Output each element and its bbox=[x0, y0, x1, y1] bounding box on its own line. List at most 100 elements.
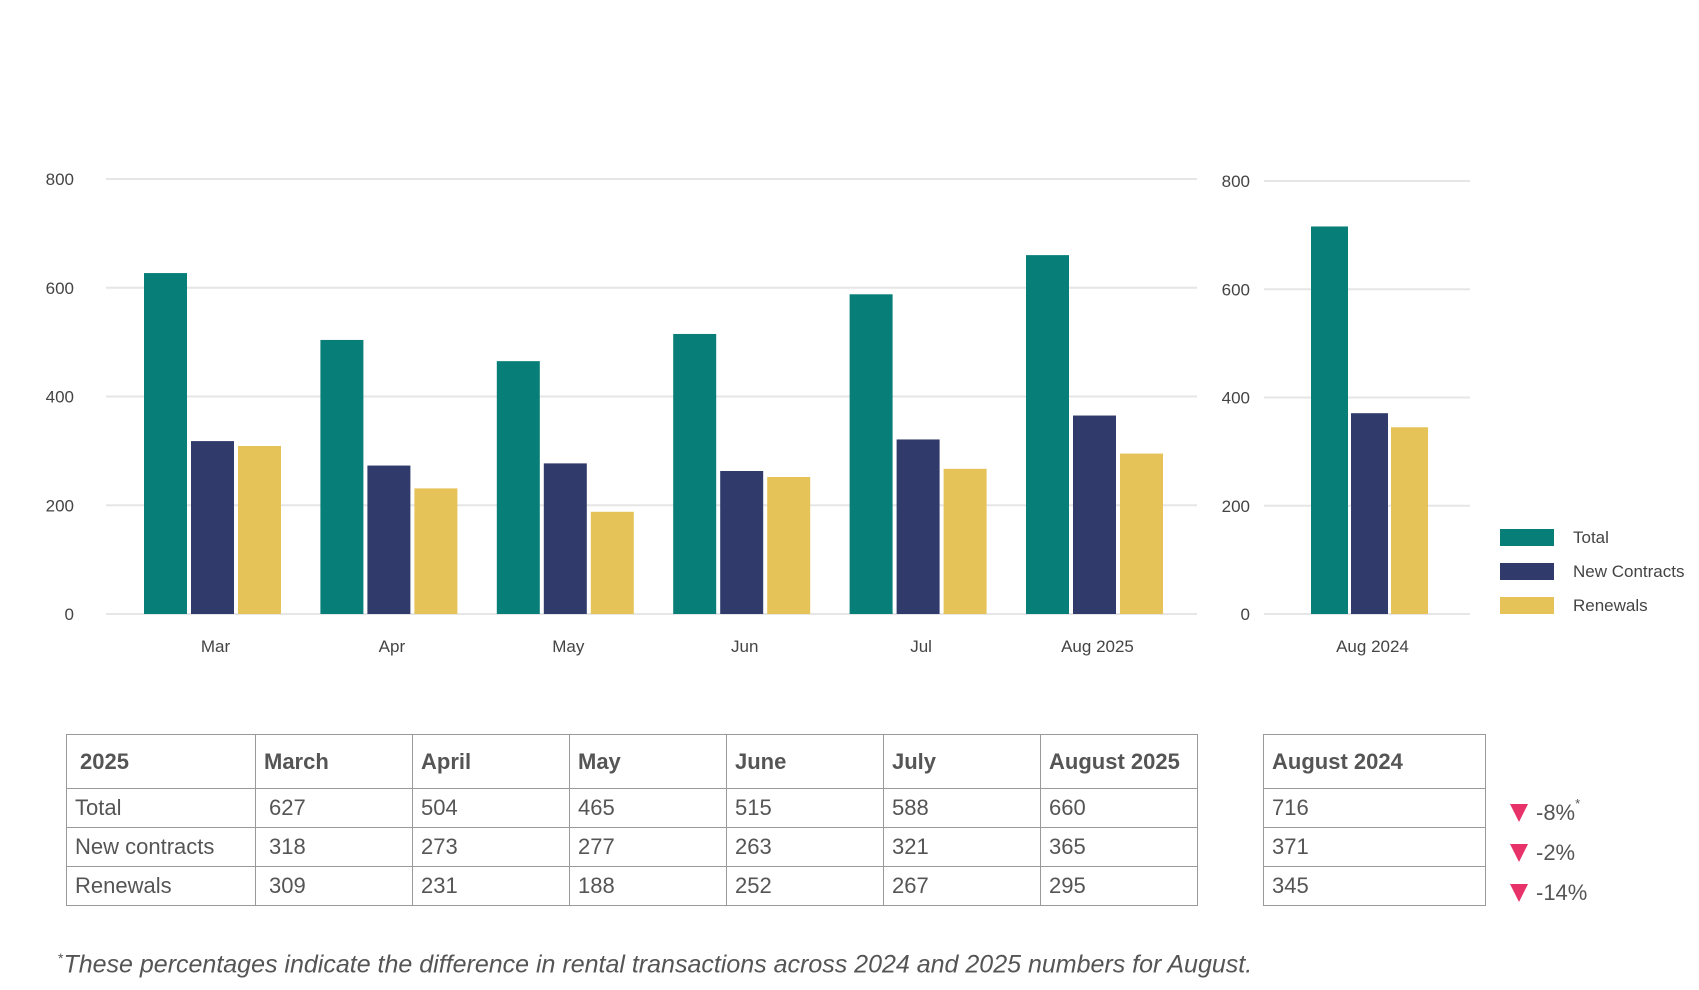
bar bbox=[238, 445, 281, 614]
table-cell: 716 bbox=[1263, 788, 1486, 828]
y-tick-label: 400 bbox=[46, 388, 74, 407]
table-row: Total 627 504 465 515 588 660 bbox=[66, 788, 1198, 828]
legend-swatch bbox=[1500, 563, 1554, 580]
table-cell: 252 bbox=[726, 866, 884, 906]
table-cell: 295 bbox=[1040, 866, 1198, 906]
bar bbox=[767, 476, 811, 614]
table-header-cell: July bbox=[883, 734, 1041, 789]
x-tick-label: Jul bbox=[910, 637, 932, 656]
x-tick-label: May bbox=[552, 637, 585, 656]
change-value: -14% bbox=[1536, 880, 1588, 905]
legend: Total New Contracts Renewals bbox=[1500, 528, 1684, 615]
table-row: 371 bbox=[1263, 827, 1486, 867]
table-cell: 188 bbox=[569, 866, 727, 906]
bar bbox=[1391, 427, 1428, 614]
table-cell: 309 bbox=[255, 866, 413, 906]
table-header-cell: March bbox=[255, 734, 413, 789]
change-item: -2% bbox=[1510, 833, 1587, 873]
x-tick-label: Aug 2025 bbox=[1061, 637, 1134, 656]
table-header-cell: 2025 bbox=[66, 734, 256, 789]
bar bbox=[367, 465, 411, 614]
y-tick-label: 600 bbox=[1222, 280, 1250, 299]
bar bbox=[1351, 413, 1388, 614]
row-label: Renewals bbox=[66, 866, 256, 906]
table-header-cell: April bbox=[412, 734, 570, 789]
table-cell: 365 bbox=[1040, 827, 1198, 867]
table-cell: 515 bbox=[726, 788, 884, 828]
august-2024-table: August 2024 716 371 345 bbox=[1263, 734, 1486, 906]
change-item: -14% bbox=[1510, 873, 1587, 913]
y-tick-label: 0 bbox=[65, 605, 74, 624]
bar bbox=[496, 361, 540, 614]
table-header-row: 2025 March April May June July August 20… bbox=[66, 734, 1198, 789]
y-tick-label: 200 bbox=[46, 496, 74, 515]
legend-label: Total bbox=[1573, 528, 1609, 547]
legend-label: Renewals bbox=[1573, 596, 1648, 615]
bar-charts: 0 200 400 600 800 0 200 400 600 800 Mar Apr May Jun J… bbox=[46, 170, 1685, 656]
bar bbox=[543, 463, 587, 614]
table-row: Renewals 309 231 188 252 267 295 bbox=[66, 866, 1198, 906]
legend-swatch bbox=[1500, 529, 1554, 546]
monthly-data-table: 2025 March April May June July August 20… bbox=[66, 734, 1198, 906]
bar bbox=[144, 273, 187, 614]
table-row: 345 bbox=[1263, 866, 1486, 906]
table-cell: 465 bbox=[569, 788, 727, 828]
change-item: -8% * bbox=[1510, 793, 1587, 833]
down-triangle-icon bbox=[1510, 804, 1528, 822]
y-tick-label: 400 bbox=[1222, 389, 1250, 408]
table-cell: 588 bbox=[883, 788, 1041, 828]
year-over-year-changes: -8% * -2% -14% bbox=[1510, 793, 1587, 913]
y-tick-label: 800 bbox=[46, 170, 74, 189]
bar bbox=[1073, 415, 1116, 614]
y-tick-label: 600 bbox=[46, 279, 74, 298]
table-cell: 504 bbox=[412, 788, 570, 828]
bar bbox=[320, 339, 364, 614]
legend-swatch bbox=[1500, 597, 1554, 614]
table-header-cell: May bbox=[569, 734, 727, 789]
y-tick-label: 200 bbox=[1222, 497, 1250, 516]
x-tick-label: Aug 2024 bbox=[1336, 637, 1409, 656]
table-header-cell: June bbox=[726, 734, 884, 789]
footnote: *These percentages indicate the differen… bbox=[58, 950, 1252, 979]
table-cell: 277 bbox=[569, 827, 727, 867]
down-triangle-icon bbox=[1510, 884, 1528, 902]
bars bbox=[144, 226, 1428, 614]
change-value: -2% bbox=[1536, 840, 1576, 865]
table-header-cell: August 2025 bbox=[1040, 734, 1198, 789]
table-cell: 660 bbox=[1040, 788, 1198, 828]
table-cell: 371 bbox=[1263, 827, 1486, 867]
bar bbox=[191, 441, 234, 614]
x-tick-label: Mar bbox=[201, 637, 231, 656]
bar bbox=[1311, 226, 1348, 614]
footnote-marker: * bbox=[58, 950, 64, 966]
y-tick-label: 800 bbox=[1222, 172, 1250, 191]
y-tick-labels: 0 200 400 600 800 0 200 400 600 800 bbox=[46, 170, 1250, 624]
bar bbox=[849, 294, 893, 614]
bar bbox=[720, 470, 764, 614]
bar bbox=[414, 488, 458, 614]
change-footnote-marker: * bbox=[1575, 795, 1581, 811]
table-header-row: August 2024 bbox=[1263, 734, 1486, 789]
table-cell: 267 bbox=[883, 866, 1041, 906]
x-tick-label: Apr bbox=[379, 637, 406, 656]
table-cell: 321 bbox=[883, 827, 1041, 867]
table-row: New contracts 318 273 277 263 321 365 bbox=[66, 827, 1198, 867]
legend-label: New Contracts bbox=[1573, 562, 1684, 581]
bar bbox=[896, 439, 940, 614]
table-cell: 263 bbox=[726, 827, 884, 867]
y-tick-label: 0 bbox=[1241, 605, 1250, 624]
table-row: 716 bbox=[1263, 788, 1486, 828]
bar bbox=[590, 511, 634, 614]
down-triangle-icon bbox=[1510, 844, 1528, 862]
table-header-cell: August 2024 bbox=[1263, 734, 1486, 789]
footnote-text: These percentages indicate the differenc… bbox=[63, 950, 1253, 979]
table-cell: 345 bbox=[1263, 866, 1486, 906]
table-cell: 318 bbox=[255, 827, 413, 867]
x-tick-labels: Mar Apr May Jun Jul Aug 2025 Aug 2024 bbox=[201, 637, 1409, 656]
table-cell: 627 bbox=[255, 788, 413, 828]
bar bbox=[673, 333, 717, 614]
x-tick-label: Jun bbox=[731, 637, 758, 656]
table-cell: 273 bbox=[412, 827, 570, 867]
bar bbox=[943, 468, 987, 614]
bar bbox=[1026, 255, 1069, 614]
